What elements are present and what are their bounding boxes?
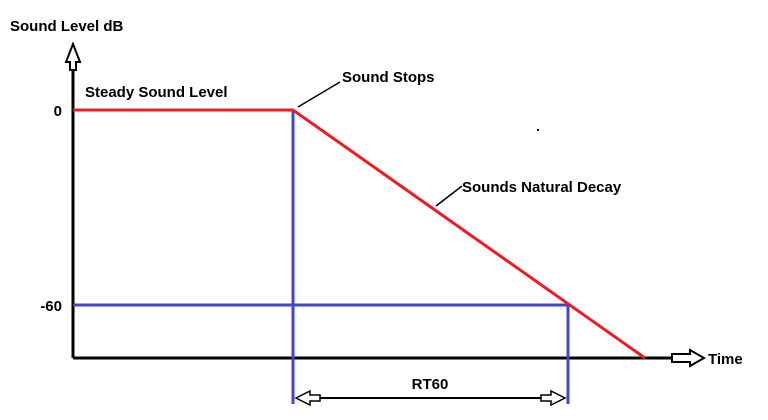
y-axis-label: Sound Level dB: [10, 18, 124, 35]
interval-label: RT60: [412, 376, 449, 393]
y-axis-arrow: [64, 41, 82, 71]
leader-line: [297, 81, 341, 108]
sound-level: [73, 108, 646, 360]
annotation: Sound Stops: [342, 69, 435, 86]
x-axis-arrow: [671, 348, 707, 368]
interval-arrowhead-right: [540, 389, 567, 407]
leader-line: [435, 185, 463, 207]
annotation: Sounds Natural Decay: [462, 179, 622, 196]
annotation: Steady Sound Level: [85, 84, 228, 101]
y-tick-label: 0: [54, 103, 62, 120]
dot: [537, 129, 539, 131]
x-axis-label: Time: [708, 351, 743, 368]
y-tick-label: -60: [40, 298, 62, 315]
interval-arrowhead-left: [294, 389, 321, 407]
